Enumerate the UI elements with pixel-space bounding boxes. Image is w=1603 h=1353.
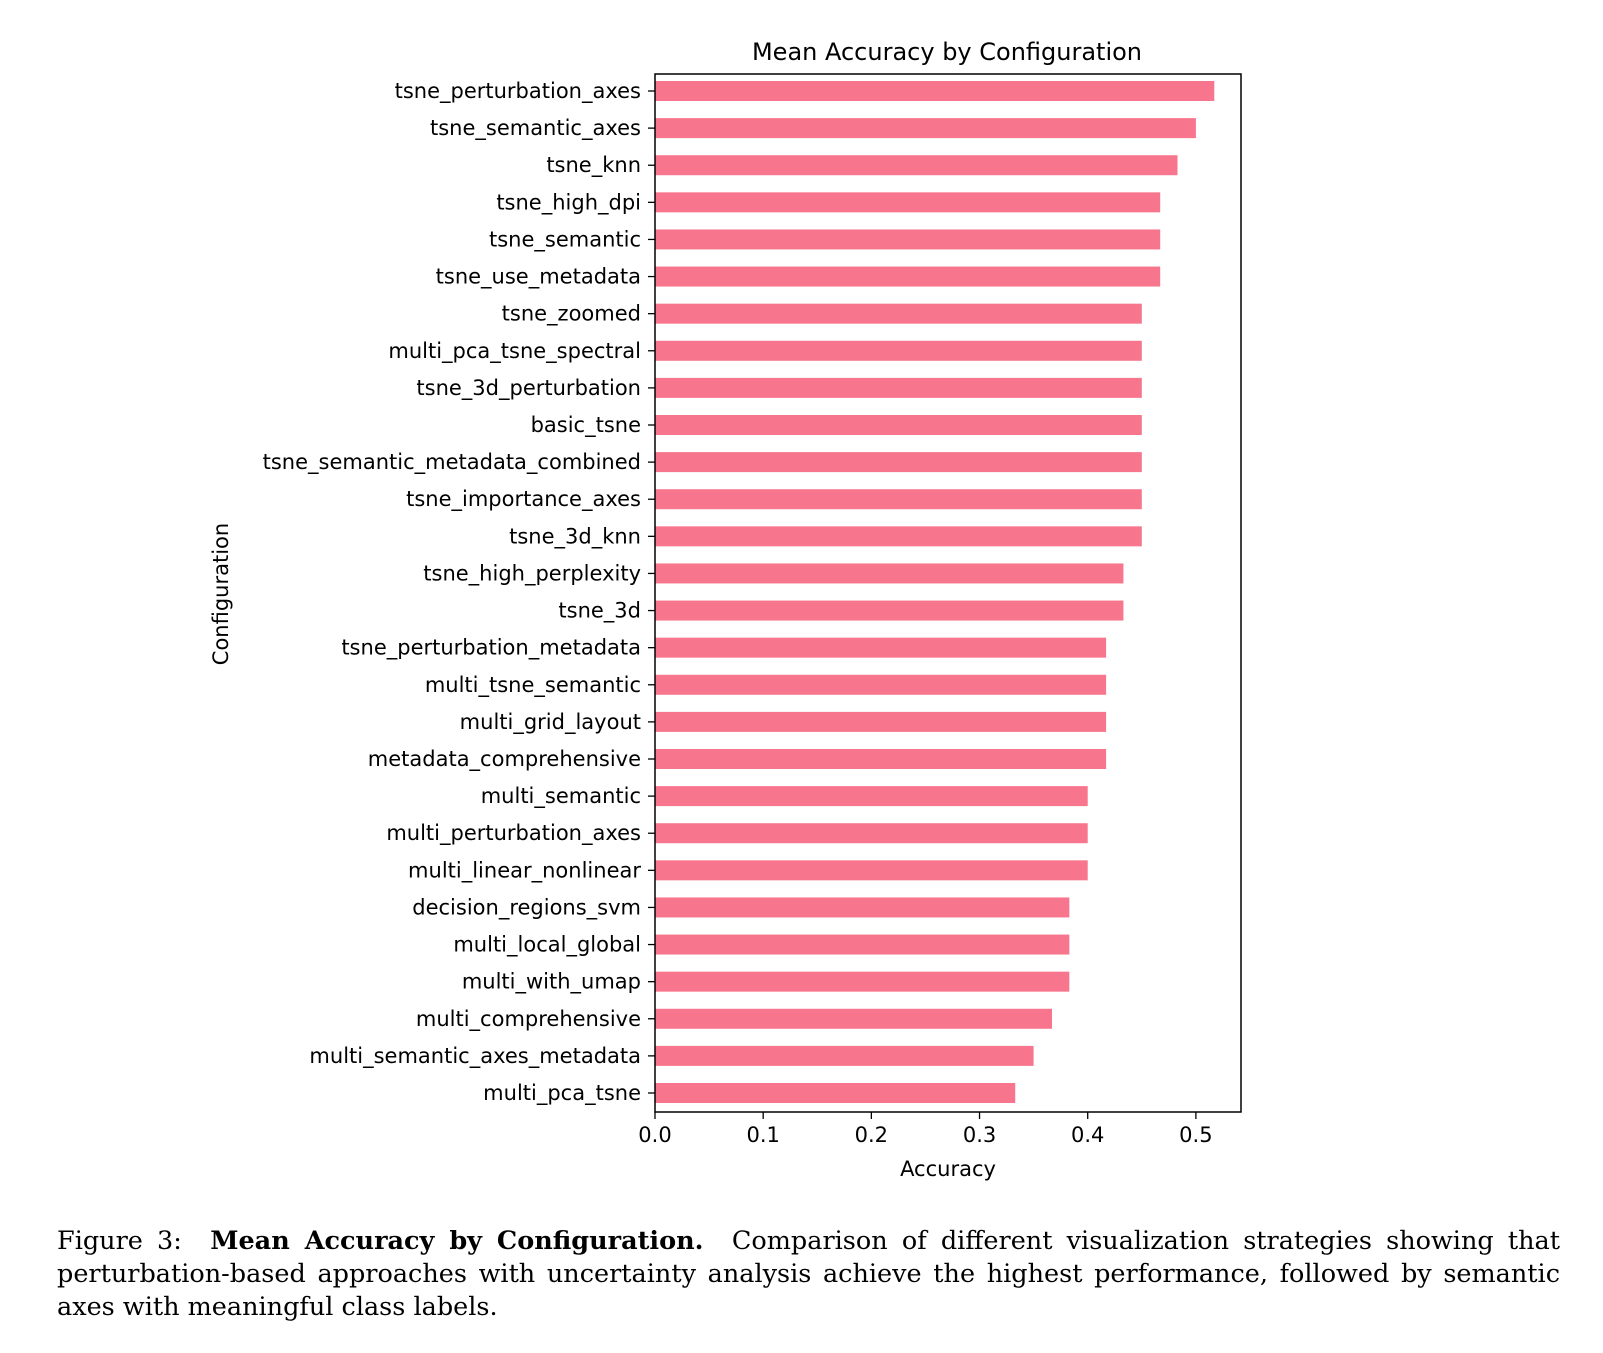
y-tick-label: tsne_use_metadata [436, 265, 641, 290]
bar-multi-comprehensive [655, 1008, 1053, 1029]
bar-decision-regions-svm [655, 897, 1070, 918]
y-tick-label: basic_tsne [531, 413, 641, 438]
y-tick-label: multi_semantic_axes_metadata [309, 1044, 641, 1069]
bars-group [655, 81, 1215, 1103]
y-axis-ticks: tsne_perturbation_axes tsne_semantic_axes… [263, 79, 655, 1106]
bar-multi-pca-tsne [655, 1083, 1016, 1103]
bar-tsne-importance-axes [655, 489, 1142, 510]
y-tick-label: tsne_3d [558, 599, 641, 624]
x-axis-label: Accuracy [900, 1157, 996, 1181]
bar-tsne-knn [655, 155, 1178, 176]
y-tick-label: tsne_knn [546, 153, 641, 178]
x-tick-label: 0.0 [638, 1123, 671, 1147]
bar-tsne-semantic-metadata-combined [655, 452, 1142, 473]
bar-multi-semantic-axes-metadata [655, 1045, 1034, 1066]
y-tick-label: multi_perturbation_axes [386, 821, 641, 846]
y-tick-label: tsne_high_dpi [496, 190, 641, 215]
y-tick-label: tsne_3d_perturbation [416, 376, 641, 401]
x-tick-label: 0.3 [963, 1123, 996, 1147]
y-tick-label: tsne_3d_knn [509, 524, 641, 549]
y-tick-label: tsne_zoomed [502, 302, 641, 327]
bar-tsne-3d-perturbation [655, 377, 1142, 398]
chart-title: Mean Accuracy by Configuration [752, 38, 1142, 66]
y-tick-label: tsne_semantic_metadata_combined [263, 450, 641, 475]
y-axis-label: Configuration [209, 523, 233, 665]
caption-prefix: Figure 3: [57, 1226, 182, 1256]
bar-metadata-comprehensive [655, 749, 1107, 769]
caption-title: Mean Accuracy by Configuration. [210, 1226, 704, 1256]
bar-tsne-semantic [655, 229, 1161, 250]
bar-tsne-use-metadata [655, 266, 1161, 287]
bar-multi-local-global [655, 934, 1070, 955]
x-axis-ticks: 0.0 0.1 0.2 0.3 0.4 0.5 [638, 1112, 1213, 1147]
bar-multi-tsne-semantic [655, 674, 1107, 695]
bar-tsne-semantic-axes [655, 118, 1196, 139]
bar-multi-pca-tsne-spectral [655, 340, 1142, 361]
bar-multi-semantic [655, 786, 1088, 807]
y-tick-label: tsne_high_perplexity [423, 561, 641, 586]
y-tick-label: multi_local_global [453, 933, 641, 958]
x-tick-label: 0.5 [1179, 1123, 1212, 1147]
bar-multi-linear-nonlinear [655, 860, 1088, 881]
bar-tsne-zoomed [655, 303, 1142, 324]
caption-text: Comparison of different visualization st… [57, 1226, 1560, 1322]
y-tick-label: tsne_semantic_axes [430, 116, 641, 141]
bar-multi-perturbation-axes [655, 823, 1088, 844]
y-tick-label: tsne_semantic [489, 227, 641, 252]
bar-chart: Mean Accuracy by Configuration tsne_pert… [209, 38, 1242, 1181]
y-tick-label: multi_pca_tsne_spectral [388, 339, 641, 364]
bar-multi-grid-layout [655, 711, 1107, 732]
plot-frame [654, 73, 1242, 1113]
bar-basic-tsne [655, 415, 1142, 435]
y-tick-label: multi_grid_layout [460, 710, 641, 735]
x-tick-label: 0.1 [746, 1123, 779, 1147]
y-tick-label: multi_tsne_semantic [425, 673, 641, 698]
y-tick-label: multi_comprehensive [416, 1007, 641, 1032]
y-tick-label: tsne_perturbation_metadata [341, 636, 641, 661]
bar-tsne-high-perplexity [655, 563, 1124, 584]
bar-tsne-perturbation-axes [655, 81, 1215, 101]
bar-multi-with-umap [655, 971, 1070, 992]
figure-caption: Figure 3: Mean Accuracy by Configuration… [57, 1225, 1560, 1324]
x-tick-label: 0.4 [1071, 1123, 1104, 1147]
y-tick-label: tsne_perturbation_axes [395, 79, 641, 104]
y-tick-label: multi_with_umap [462, 970, 641, 995]
y-tick-label: tsne_importance_axes [406, 487, 641, 512]
bar-tsne-high-dpi [655, 192, 1161, 213]
y-tick-label: decision_regions_svm [412, 895, 641, 920]
x-tick-label: 0.2 [855, 1123, 888, 1147]
y-tick-label: multi_pca_tsne [483, 1081, 641, 1106]
y-tick-label: multi_semantic [481, 784, 641, 809]
bar-tsne-perturbation-metadata [655, 637, 1107, 658]
bar-tsne-3d [655, 600, 1124, 621]
y-tick-label: metadata_comprehensive [368, 747, 641, 772]
bar-tsne-3d-knn [655, 526, 1142, 547]
y-tick-label: multi_linear_nonlinear [408, 858, 641, 883]
